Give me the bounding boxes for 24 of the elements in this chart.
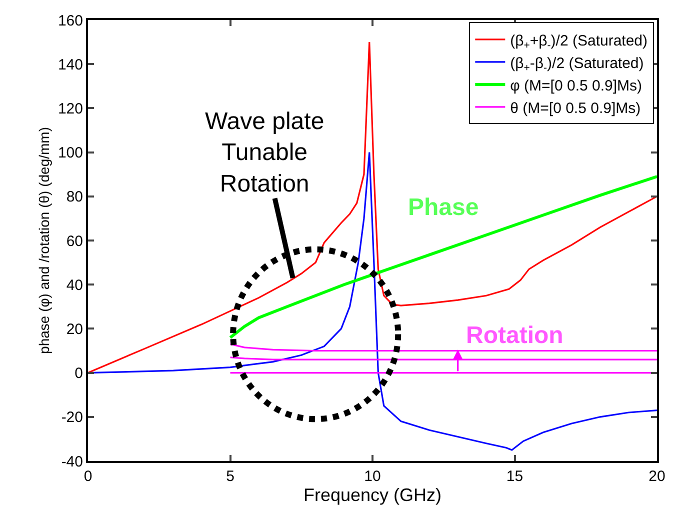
- y-tick-label: 160: [58, 12, 83, 30]
- x-tick-label: 10: [364, 468, 381, 485]
- legend-label: (β$_{+}$-β$_{-}$)/2 (Saturated): [510, 54, 644, 74]
- y-tick-label: -20: [61, 409, 83, 426]
- legend-label: φ (M=[0 0.5 0.9]Ms): [510, 77, 642, 94]
- y-tick-label: -40: [61, 453, 83, 470]
- y-tick-label: 100: [58, 144, 83, 162]
- annotation: Rotation: [466, 322, 564, 349]
- legend-label: θ (M=[0 0.5 0.9]Ms): [510, 100, 641, 117]
- y-tick-label: 140: [58, 56, 83, 74]
- x-tick-label: 5: [226, 468, 234, 485]
- legend-label: (β$_{+}$+β$_{-}$)/2 (Saturated): [510, 32, 648, 52]
- y-tick-label: 40: [66, 276, 83, 294]
- x-tick-label: 20: [648, 468, 666, 485]
- x-tick-label: 15: [506, 468, 524, 485]
- annotation: Wave plate Tunable Rotation: [205, 108, 324, 198]
- y-tick-label: 80: [66, 188, 83, 206]
- y-tick-label: 20: [66, 320, 83, 338]
- x-axis-title: Frequency (GHz): [303, 485, 442, 505]
- y-tick-label: 0: [74, 365, 83, 382]
- y-tick-label: 120: [58, 100, 83, 118]
- annotation: Phase: [408, 194, 479, 221]
- y-tick-label: 60: [66, 232, 83, 250]
- y-axis-title: phase (φ) and /rotation (θ) (deg/mm): [36, 127, 52, 354]
